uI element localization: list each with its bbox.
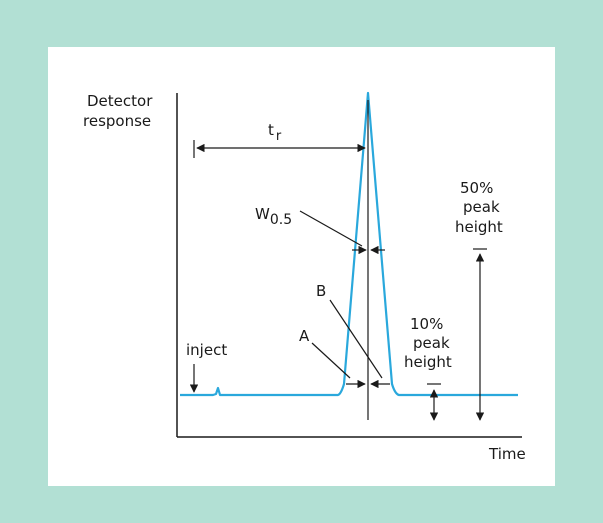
ten-percent-line3: height <box>404 353 452 371</box>
y-axis-label-line2: response <box>83 112 151 130</box>
label-a-leader <box>311 342 351 379</box>
fifty-percent-line1: 50% <box>460 179 493 197</box>
ten-percent-line2: peak <box>413 334 450 352</box>
half-width-label: W0.5 <box>255 205 292 228</box>
label-b-leader <box>329 299 383 379</box>
label-a: A <box>299 327 310 345</box>
figure-panel <box>48 47 555 486</box>
fifty-percent-line3: height <box>455 218 503 236</box>
chromatogram-trace <box>180 91 518 397</box>
half-width-leader <box>299 210 363 247</box>
inject-label: inject <box>186 341 227 359</box>
label-b: B <box>316 282 326 300</box>
x-axis-label: Time <box>488 445 526 463</box>
ten-percent-line1: 10% <box>410 315 443 333</box>
y-axis-label-line1: Detector <box>87 92 153 110</box>
fifty-percent-line2: peak <box>463 198 500 216</box>
